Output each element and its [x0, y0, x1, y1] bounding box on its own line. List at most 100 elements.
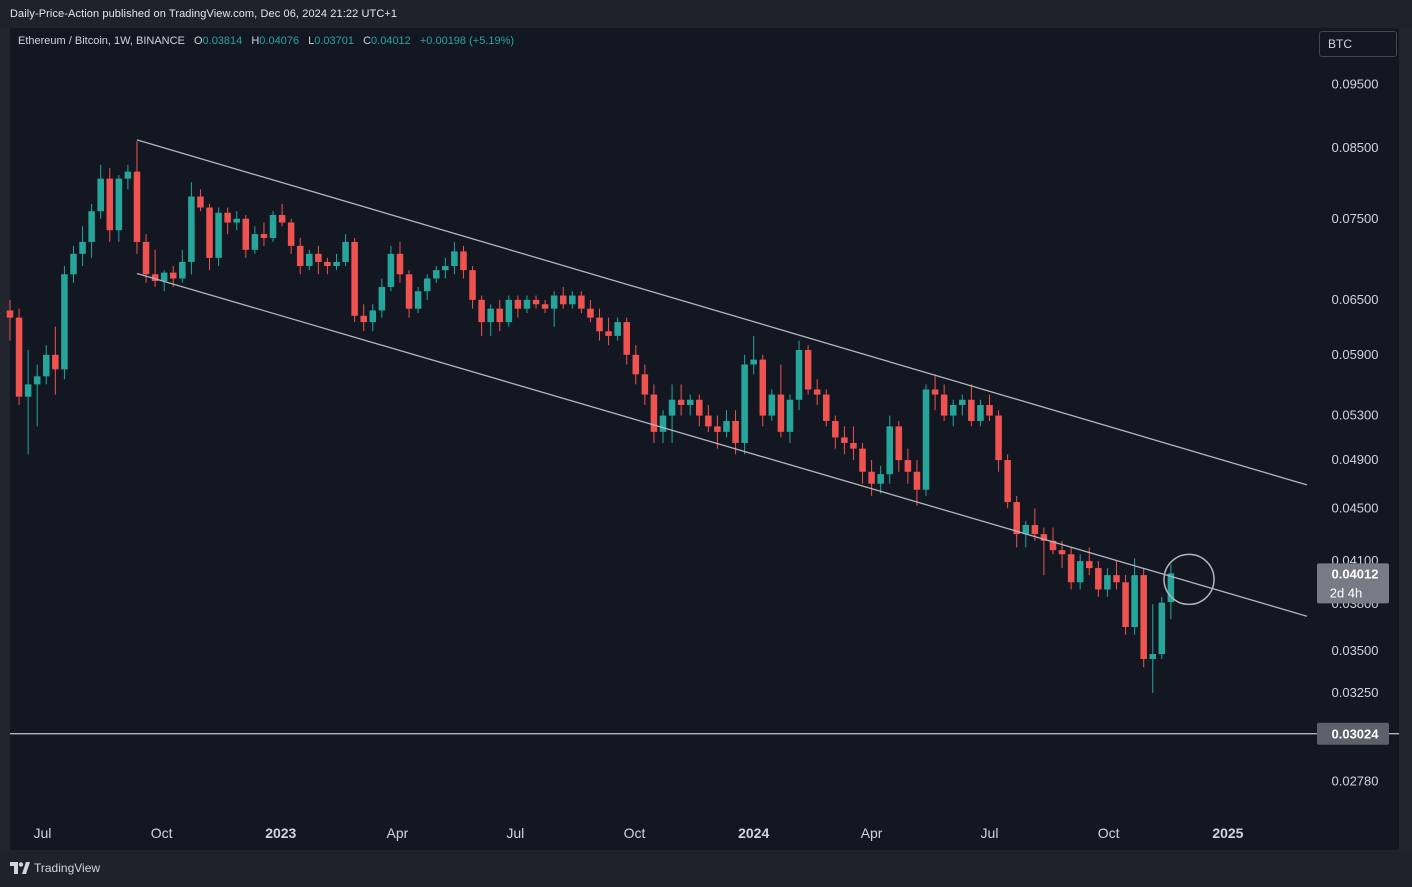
- price-tick-label: 0.03250: [1332, 685, 1379, 700]
- candle-body: [215, 212, 222, 258]
- candle-body: [360, 315, 367, 323]
- candle: [333, 253, 340, 271]
- candle: [133, 141, 141, 254]
- close-value: 0.04012: [371, 35, 411, 47]
- candle: [233, 211, 241, 231]
- candle: [949, 399, 957, 427]
- low-label: L: [308, 35, 315, 47]
- candle: [859, 442, 866, 484]
- tradingview-logo[interactable]: TradingView: [10, 861, 100, 875]
- candle: [287, 218, 295, 254]
- candle-body: [1122, 582, 1129, 628]
- candle-body: [578, 295, 585, 309]
- candle: [124, 164, 132, 190]
- time-tick-label: Jul: [981, 825, 999, 841]
- candle-body: [6, 310, 14, 318]
- time-tick-label: 2024: [738, 825, 769, 841]
- candle-body: [496, 308, 504, 323]
- candle-body: [705, 415, 712, 427]
- candle-body: [296, 245, 304, 267]
- candle: [15, 308, 23, 405]
- candle: [931, 374, 939, 411]
- candle: [88, 203, 95, 258]
- candle: [741, 354, 748, 455]
- candle-body: [922, 389, 930, 490]
- candle-body: [432, 270, 440, 279]
- candle-body: [1085, 561, 1093, 569]
- candle: [850, 426, 857, 461]
- candle-body: [759, 359, 767, 416]
- candle-body: [569, 295, 576, 305]
- time-tick-label: Jul: [506, 825, 524, 841]
- candle-body: [514, 299, 522, 309]
- candle: [686, 394, 694, 416]
- candle: [387, 245, 395, 292]
- candle: [759, 354, 767, 427]
- candle: [886, 415, 894, 484]
- candle: [813, 379, 821, 405]
- candle: [432, 266, 440, 283]
- candle: [1131, 558, 1138, 635]
- price-tick-label: 0.08500: [1332, 140, 1379, 155]
- candle-body: [197, 196, 204, 208]
- candle-body: [977, 404, 984, 421]
- candle-body: [886, 426, 894, 475]
- candle-body: [959, 399, 966, 405]
- time-tick-label: Jul: [33, 825, 51, 841]
- candle: [1104, 568, 1111, 597]
- candle: [151, 249, 159, 287]
- candle: [33, 364, 41, 427]
- candle: [1031, 508, 1039, 541]
- candle: [405, 270, 413, 318]
- candle-body: [686, 399, 694, 405]
- candle: [786, 394, 794, 443]
- candle-body: [832, 420, 839, 438]
- candle-body: [324, 261, 331, 267]
- candle-body: [822, 394, 830, 421]
- chart-panel[interactable]: [10, 28, 1399, 850]
- candle: [442, 257, 449, 279]
- time-tick-label: Apr: [386, 825, 408, 841]
- candle-body: [741, 364, 748, 443]
- candle-body: [414, 291, 422, 309]
- footer-bar: [0, 851, 1412, 887]
- candle: [396, 241, 404, 283]
- candle: [315, 245, 322, 275]
- candle: [97, 164, 104, 219]
- time-axis: Jul Oct 2023 Apr Jul Oct 2024 Apr Jul Oct 2025: [33, 825, 1243, 841]
- candle: [1149, 604, 1157, 693]
- candle-body: [88, 211, 95, 242]
- candle: [1004, 454, 1011, 509]
- candle: [677, 384, 685, 416]
- currency-button[interactable]: BTC: [1319, 31, 1397, 57]
- candle: [106, 168, 114, 242]
- candle-body: [333, 261, 340, 267]
- candle: [52, 326, 59, 395]
- candle-body: [795, 350, 803, 400]
- candle-body: [650, 394, 658, 432]
- candle: [977, 399, 984, 427]
- last-price-label: 0.04012: [1332, 566, 1379, 581]
- candle: [1140, 568, 1147, 668]
- candle-body: [61, 274, 68, 370]
- last-price-tag: [1317, 563, 1389, 604]
- channel-upper-trendline: [136, 139, 1308, 486]
- candle-body: [278, 214, 286, 223]
- candle: [995, 410, 1002, 472]
- candle: [841, 426, 848, 455]
- candle: [877, 465, 884, 494]
- candle-body: [877, 474, 884, 484]
- candle: [1167, 564, 1175, 620]
- candle-body: [614, 322, 621, 336]
- candle-body: [269, 214, 277, 238]
- candle-body: [1167, 573, 1175, 603]
- candle: [61, 266, 68, 380]
- candle: [1158, 596, 1166, 659]
- candle: [587, 299, 594, 323]
- candle-body: [550, 295, 558, 309]
- candle-body: [478, 299, 485, 323]
- candle-body: [206, 207, 213, 258]
- time-tick-label: 2023: [265, 825, 296, 841]
- close-label: C: [363, 35, 372, 47]
